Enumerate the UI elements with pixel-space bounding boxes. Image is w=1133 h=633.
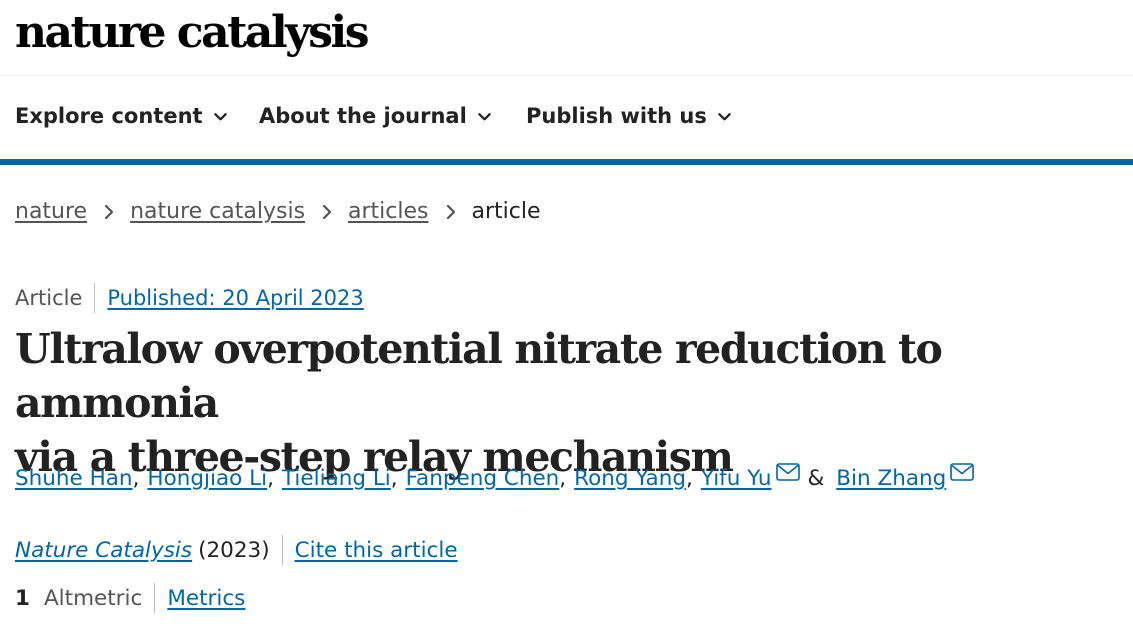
chevron-right-icon bbox=[104, 204, 114, 219]
breadcrumb-current: article bbox=[471, 199, 541, 224]
article-title: Ultralow overpotential nitrate reduction… bbox=[15, 322, 1125, 484]
journal-name-link[interactable]: Nature Catalysis bbox=[15, 537, 193, 563]
chevron-down-icon bbox=[718, 112, 731, 120]
author-separator: , bbox=[132, 466, 140, 491]
author-separator: , bbox=[559, 466, 567, 491]
author-link[interactable]: Bin Zhang bbox=[836, 466, 947, 491]
nav-item-label: Explore content bbox=[15, 104, 203, 128]
site-header: nature catalysis bbox=[0, 0, 1133, 76]
meta-divider bbox=[94, 283, 96, 313]
nav-item-label: Publish with us bbox=[526, 104, 707, 128]
author-link[interactable]: Tieliang Li bbox=[281, 466, 391, 491]
chevron-right-icon bbox=[446, 204, 455, 219]
author-list: Shuhe Han, Hongjiao Li, Tieliang Li, Fan… bbox=[15, 462, 975, 491]
breadcrumb-nature-catalysis[interactable]: nature catalysis bbox=[130, 199, 306, 224]
article-metrics: 1 Altmetric Metrics bbox=[15, 583, 245, 613]
mail-icon[interactable] bbox=[775, 462, 800, 481]
nav-publish-with-us[interactable]: Publish with us bbox=[526, 104, 732, 128]
article-title-line-1: Ultralow overpotential nitrate reduction… bbox=[15, 325, 943, 427]
author-ampersand: & bbox=[807, 466, 825, 491]
breadcrumb-nature[interactable]: nature bbox=[15, 199, 88, 224]
article-type: Article bbox=[15, 286, 83, 310]
altmetric-count: 1 bbox=[15, 585, 30, 611]
article-title-line-2: via a three-step relay mechanism bbox=[15, 433, 734, 481]
breadcrumb-articles[interactable]: articles bbox=[348, 199, 429, 224]
published-date-link[interactable]: Published: 20 April 2023 bbox=[107, 286, 364, 310]
journal-divider bbox=[281, 535, 283, 565]
nav-about-journal[interactable]: About the journal bbox=[259, 104, 492, 128]
author-separator: , bbox=[267, 466, 274, 491]
author-separator: , bbox=[390, 466, 398, 491]
nav-item-label: About the journal bbox=[259, 104, 467, 128]
metrics-divider bbox=[154, 583, 156, 613]
author-separator: , bbox=[686, 466, 693, 491]
cite-article-link[interactable]: Cite this article bbox=[294, 537, 458, 563]
journal-info: Nature Catalysis (2023) Cite this articl… bbox=[15, 535, 458, 565]
author-link[interactable]: Rong Yang bbox=[574, 466, 686, 491]
metrics-link[interactable]: Metrics bbox=[167, 585, 246, 611]
chevron-right-icon bbox=[322, 204, 332, 219]
mail-icon[interactable] bbox=[950, 462, 975, 481]
altmetric-label: Altmetric bbox=[43, 585, 143, 611]
main-nav: Explore content About the journal Publis… bbox=[0, 76, 1133, 160]
journal-logo[interactable]: nature catalysis bbox=[15, 7, 369, 58]
author-link[interactable]: Fanpeng Chen bbox=[405, 466, 560, 491]
author-link[interactable]: Yifu Yu bbox=[700, 466, 772, 491]
publication-year: (2023) bbox=[198, 537, 270, 563]
nav-divider bbox=[0, 159, 1133, 165]
author-link[interactable]: Shuhe Han bbox=[15, 466, 133, 491]
nav-explore-content[interactable]: Explore content bbox=[15, 104, 228, 128]
chevron-down-icon bbox=[478, 112, 491, 120]
chevron-down-icon bbox=[213, 112, 227, 120]
breadcrumb: nature nature catalysis articles article bbox=[15, 199, 541, 224]
author-link[interactable]: Hongjiao Li bbox=[147, 466, 268, 491]
article-meta: Article Published: 20 April 2023 bbox=[15, 283, 364, 313]
